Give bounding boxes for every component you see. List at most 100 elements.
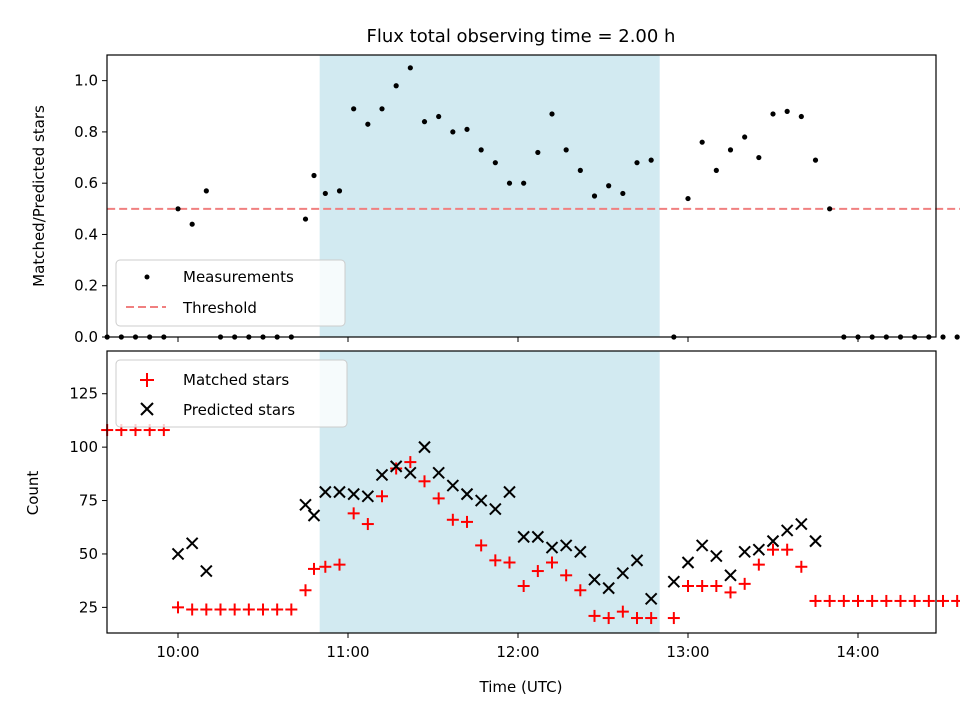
matched-star-point: [546, 556, 558, 569]
top-panel: 0.0 0.2 0.4 0.6 0.8 1.0 Flux total observing …: [30, 26, 960, 346]
matched-star-point: [631, 612, 643, 625]
measurement-points: [104, 65, 960, 340]
matched-star-point: [446, 513, 459, 526]
matched-star-point: [809, 594, 822, 607]
measurement-point: [563, 147, 569, 153]
top-y-tick-label: 0.2: [74, 277, 98, 295]
matched-star-point: [795, 560, 808, 573]
predicted-star-point: [695, 539, 709, 552]
matched-star-point: [404, 456, 417, 469]
legend-label-matched: Matched stars: [183, 371, 289, 389]
matched-star-point: [588, 609, 601, 622]
top-y-tick-label: 0.8: [74, 123, 98, 141]
matched-star-point: [319, 560, 332, 573]
matched-star-point: [242, 603, 255, 616]
measurement-point: [175, 206, 181, 212]
predicted-star-point: [809, 534, 822, 548]
measurement-point: [302, 216, 309, 222]
measurement-point: [606, 183, 612, 189]
predicted-star-point: [588, 573, 601, 586]
predicted-star-point: [752, 543, 766, 556]
measurement-point: [577, 167, 583, 173]
matched-star-point: [257, 603, 269, 616]
matched-star-point: [667, 612, 680, 625]
predicted-star-point: [404, 466, 417, 479]
predicted-star-point: [200, 564, 213, 578]
top-y-tick-label: 0.6: [74, 174, 98, 192]
predicted-star-point: [531, 530, 545, 544]
measurement-point: [798, 113, 804, 120]
bottom-legend: Matched stars Predicted stars: [115, 359, 348, 428]
measurement-point: [203, 188, 209, 194]
matched-star-point: [837, 594, 850, 607]
matched-star-point: [333, 558, 346, 571]
matched-star-point: [710, 580, 723, 592]
measurement-point: [407, 65, 413, 71]
matched-star-point: [560, 569, 573, 582]
measurement-point: [336, 188, 343, 194]
predicted-star-point: [795, 517, 808, 531]
matched-star-point: [390, 462, 403, 475]
predicted-star-points: [171, 440, 822, 606]
matched-star-point: [645, 612, 658, 625]
matched-star-point: [682, 580, 694, 592]
measurement-point: [784, 108, 790, 114]
matched-star-point: [602, 612, 615, 625]
matched-star-point: [228, 603, 241, 616]
predicted-star-point: [766, 534, 780, 548]
predicted-star-point: [545, 541, 559, 554]
bottom-y-tick-label: 100: [69, 438, 98, 456]
measurement-point: [699, 139, 705, 145]
predicted-star-point: [446, 479, 460, 492]
matched-star-point: [752, 558, 765, 571]
matched-star-point: [531, 565, 544, 578]
matched-star-point: [908, 594, 921, 607]
matched-star-point: [894, 594, 907, 607]
measurement-point: [365, 121, 371, 127]
measurement-point: [450, 129, 456, 135]
measurement-point: [685, 195, 691, 202]
matched-star-point: [299, 584, 312, 597]
predicted-star-point: [460, 487, 474, 501]
predicted-star-point: [432, 466, 445, 479]
x-tick-label: 12:00: [496, 643, 539, 661]
matched-star-point: [347, 507, 360, 520]
measurement-point: [464, 126, 470, 132]
bottom-highlight-span: [319, 351, 660, 633]
matched-star-point: [418, 475, 431, 488]
legend-marker-measurements: [144, 274, 150, 280]
bottom-y-ticks: 25 50 75 100 125: [69, 385, 107, 616]
measurement-point: [954, 334, 960, 340]
legend-label-predicted: Predicted stars: [183, 401, 295, 419]
matched-star-point: [724, 586, 737, 599]
matched-star-point: [186, 603, 199, 616]
measurement-point: [351, 106, 357, 112]
predicted-star-point: [333, 485, 346, 499]
matched-star-point: [616, 605, 629, 618]
predicted-star-point: [503, 485, 516, 499]
measurement-point: [812, 157, 819, 163]
matched-star-point: [503, 556, 516, 569]
matched-star-point: [285, 603, 298, 616]
matched-star-point: [951, 594, 960, 607]
top-y-axis-label: Matched/Predicted stars: [30, 105, 48, 287]
legend-marker-matched: [140, 373, 154, 387]
predicted-star-point: [389, 460, 403, 473]
matched-star-point: [361, 518, 374, 531]
measurement-point: [506, 180, 513, 186]
predicted-star-point: [644, 592, 658, 606]
measurement-point: [189, 221, 195, 227]
matched-star-point: [696, 580, 709, 592]
measurement-point: [648, 157, 654, 163]
matched-star-point: [738, 577, 751, 590]
matched-star-point: [937, 594, 949, 607]
matched-star-point: [200, 603, 213, 616]
predicted-star-point: [185, 537, 199, 550]
matched-star-point: [880, 594, 893, 607]
bottom-y-tick-label: 50: [79, 545, 98, 563]
x-tick-label: 11:00: [326, 643, 369, 661]
matched-star-point: [432, 492, 445, 505]
bottom-y-tick-label: 25: [79, 598, 98, 616]
predicted-star-point: [375, 468, 389, 482]
